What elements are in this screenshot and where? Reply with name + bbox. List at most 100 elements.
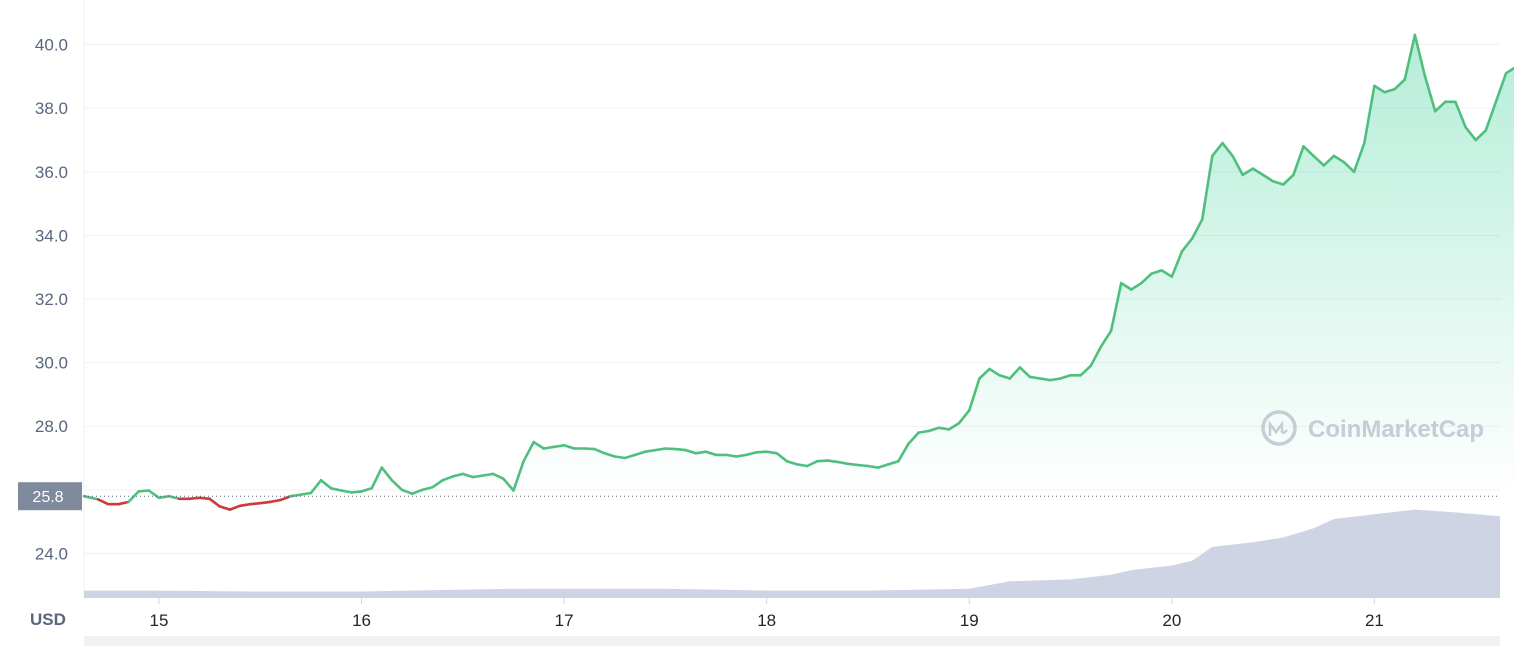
current-price-badge: 25.8 [18,482,82,511]
price-segment [633,450,647,457]
price-area-fill [84,35,1514,497]
price-segment [947,421,961,431]
price-segment [279,494,292,502]
price-segment [552,443,566,449]
price-segment [978,367,991,380]
price-segment [137,489,151,493]
price-segment [410,488,424,496]
price-segment [562,443,576,450]
price-line [82,33,1514,511]
price-segment [299,491,313,496]
price-segment [198,496,211,501]
price-segment [1038,377,1052,382]
price-segment [542,445,556,450]
price-segment [1373,84,1386,94]
price-segment [481,472,495,477]
price-segment [1271,180,1285,186]
price-segment [603,451,617,458]
price-segment [1423,75,1437,113]
price-segment [1484,100,1498,132]
x-tick-label: 18 [757,611,776,630]
price-segment [228,504,242,511]
price-segment [785,459,799,466]
price-segment [734,453,748,458]
price-segment [745,450,758,457]
price-segment [1119,281,1133,291]
price-segment [664,447,677,451]
price-segment [988,367,1001,377]
price-segment [653,447,667,452]
price-segment [329,486,343,492]
price-segment [795,463,809,468]
price-segment [1018,366,1032,379]
y-tick-label: 32.0 [35,290,68,309]
price-segment [1322,154,1336,167]
price-segment [400,488,414,496]
price-segment [1302,145,1315,158]
price-segment [613,455,627,460]
price-segment [441,475,455,482]
price-segment [1433,100,1447,113]
price-segment [755,450,769,454]
price-segment [1008,366,1022,380]
price-segment [1261,173,1275,183]
price-segment [258,500,272,505]
price-segment [704,450,718,457]
current-price-label: 25.8 [32,489,63,506]
price-segment [856,463,870,468]
y-tick-label: 28.0 [35,417,68,436]
price-segment [1403,33,1417,81]
x-axis: 15 16 17 18 19 20 21 [149,598,1384,630]
range-slider[interactable] [84,636,1500,646]
price-segment [684,448,698,455]
price-segment [1089,345,1103,368]
price-segment [1251,167,1265,177]
price-segment [957,408,971,425]
y-tick-label: 34.0 [35,226,68,245]
price-segment [1140,272,1153,285]
price-segment [1200,154,1214,221]
price-segment [1130,281,1143,291]
price-segment [1160,269,1174,279]
price-segment [775,451,789,463]
y-tick-label: 36.0 [35,163,68,182]
price-segment [522,440,536,463]
price-segment [269,498,282,504]
price-segment [836,460,850,466]
price-segment [967,377,981,412]
price-segment [815,459,829,463]
price-segment [1383,87,1396,94]
price-segment [1059,373,1072,380]
price-segment [370,466,384,490]
price-segment [451,472,465,478]
price-segment [1170,250,1184,279]
price-segment [1049,377,1062,382]
price-segment [1150,269,1163,275]
price-segment [238,502,252,508]
price-area [84,35,1514,497]
y-axis: 24.0 28.0 30.0 32.0 34.0 36.0 38.0 40.0 [35,36,68,564]
y-tick-label: 30.0 [35,354,68,373]
price-segment [532,440,546,450]
price-segment [907,431,920,446]
price-segment [117,500,130,506]
price-segment [1109,281,1123,333]
price-segment [380,466,394,482]
price-segment [1028,375,1042,380]
price-segment [1474,129,1488,142]
x-tick-label: 20 [1162,611,1181,630]
price-segment [876,463,890,469]
price-segment [1292,145,1305,177]
price-segment [147,489,161,500]
price-segment [805,459,819,468]
price-segment [96,498,110,506]
price-segment [218,505,232,511]
price-segment [1241,167,1255,177]
price-segment [1363,84,1376,145]
price-segment [1464,125,1477,142]
price-segment [937,426,951,431]
volume-area [84,509,1500,598]
price-segment [866,464,880,469]
price-segment [674,447,687,452]
